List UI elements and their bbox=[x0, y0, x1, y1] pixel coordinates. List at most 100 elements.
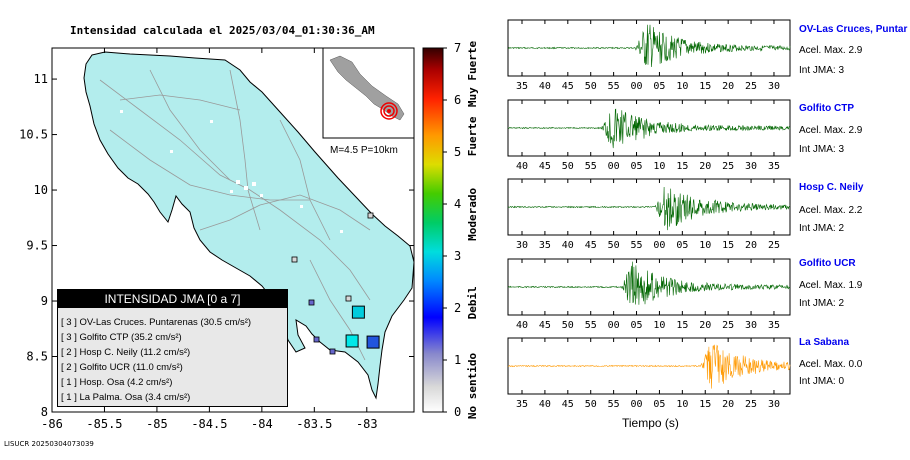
station-acel: Acel. Max. 0.0 bbox=[799, 359, 863, 370]
time-tick-label: 05 bbox=[653, 399, 665, 410]
time-tick-label: 00 bbox=[653, 240, 665, 251]
station-name[interactable]: Hosp C. Neily bbox=[799, 182, 864, 193]
x-tick-label: -85 bbox=[146, 417, 168, 431]
time-tick-label: 15 bbox=[676, 161, 688, 172]
station-name[interactable]: Golfito CTP bbox=[799, 103, 854, 114]
waveform-panels: 35 40 45 50 55 00 05 10 15 20 25 30 40 45 50 55 00 05 10 15… bbox=[507, 19, 791, 410]
colorbar-tick-label: 7 bbox=[454, 41, 461, 55]
map-title: Intensidad calculada el 2025/03/04_01:30… bbox=[70, 24, 375, 37]
y-tick-label: 9.5 bbox=[26, 239, 48, 253]
y-tick-label: 10.5 bbox=[19, 128, 48, 142]
y-tick-label: 8.5 bbox=[26, 350, 48, 364]
y-tick-label: 10 bbox=[34, 183, 48, 197]
station-marker-small bbox=[291, 256, 298, 263]
time-tick-label: 50 bbox=[608, 240, 620, 251]
colorbar-tick-label: 0 bbox=[454, 405, 461, 419]
colorbar-tick-label: 2 bbox=[454, 301, 461, 315]
time-tick-label: 05 bbox=[631, 161, 643, 172]
station-name[interactable]: Golfito UCR bbox=[799, 258, 856, 269]
legend-row: [ 3 ] OV-Las Cruces. Puntarenas (30.5 cm… bbox=[61, 317, 252, 328]
x-tick-label: -84 bbox=[251, 417, 273, 431]
legend-row: [ 2 ] Hosp C. Neily (11.2 cm/s²) bbox=[61, 347, 191, 358]
time-tick-label: 45 bbox=[539, 320, 551, 331]
colorbar-words: No sentido Debil Moderado Fuerte Muy Fuerte bbox=[466, 41, 479, 420]
time-tick-label: 00 bbox=[631, 81, 643, 92]
time-tick-label: 10 bbox=[676, 81, 688, 92]
waveform-trace bbox=[507, 344, 791, 389]
y-tick-label: 9 bbox=[41, 294, 48, 308]
waveform-trace bbox=[507, 261, 791, 305]
time-tick-label: 25 bbox=[768, 240, 780, 251]
waveform-panel: 35 40 45 50 55 00 05 10 15 20 25 30 bbox=[507, 337, 791, 410]
colorbar-word: Fuerte bbox=[466, 116, 479, 156]
station-layer bbox=[345, 305, 380, 349]
station-int: Int JMA: 3 bbox=[799, 65, 845, 76]
station-int: Int JMA: 2 bbox=[799, 223, 845, 234]
station-marker-small bbox=[367, 212, 374, 219]
time-tick-label: 40 bbox=[562, 240, 574, 251]
time-tick-label: 35 bbox=[768, 320, 780, 331]
time-tick-label: 05 bbox=[676, 240, 688, 251]
time-tick-label: 25 bbox=[745, 81, 757, 92]
waveform-trace bbox=[507, 186, 791, 231]
epicenter-icon bbox=[380, 102, 398, 120]
station-name[interactable]: OV-Las Cruces, Puntar bbox=[799, 24, 908, 35]
station-acel: Acel. Max. 2.2 bbox=[799, 205, 863, 216]
time-tick-label: 55 bbox=[585, 161, 597, 172]
time-tick-label: 50 bbox=[585, 81, 597, 92]
station-acel: Acel. Max. 2.9 bbox=[799, 125, 863, 136]
time-tick-label: 55 bbox=[608, 399, 620, 410]
time-tick-label: 15 bbox=[676, 320, 688, 331]
footer-id: LISUCR 20250304073039 bbox=[4, 440, 94, 448]
time-tick-label: 50 bbox=[562, 161, 574, 172]
colorbar-tick-label: 3 bbox=[454, 249, 461, 263]
station-int: Int JMA: 0 bbox=[799, 376, 845, 387]
station-int: Int JMA: 3 bbox=[799, 144, 845, 155]
time-tick-label: 30 bbox=[745, 161, 757, 172]
x-tick-label: -86 bbox=[41, 417, 63, 431]
station-marker bbox=[351, 305, 365, 319]
x-tick-label: -84.5 bbox=[191, 417, 227, 431]
waveform-panel: 30 35 40 45 50 55 00 05 10 15 20 25 bbox=[507, 178, 791, 251]
station-marker-small bbox=[308, 299, 315, 306]
inset-label: M=4.5 P=10km bbox=[330, 145, 398, 156]
time-tick-label: 20 bbox=[722, 81, 734, 92]
station-marker bbox=[366, 335, 380, 349]
road-network bbox=[99, 69, 371, 361]
time-tick-label: 10 bbox=[653, 161, 665, 172]
time-tick-label: 30 bbox=[745, 320, 757, 331]
time-tick-label: 15 bbox=[699, 399, 711, 410]
time-tick-label: 45 bbox=[562, 399, 574, 410]
legend-row: [ 1 ] La Palma. Osa (3.4 cm/s²) bbox=[61, 392, 191, 403]
colorbar-tick-label: 1 bbox=[454, 353, 461, 367]
costa-rica-landmass bbox=[83, 51, 415, 400]
time-tick-label: 45 bbox=[539, 161, 551, 172]
colorbar-tick-label: 5 bbox=[454, 145, 461, 159]
time-tick-label: 10 bbox=[676, 399, 688, 410]
time-tick-label: 35 bbox=[516, 399, 528, 410]
time-tick-label: 55 bbox=[585, 320, 597, 331]
y-tick-label: 8 bbox=[41, 405, 48, 419]
time-tick-label: 40 bbox=[516, 320, 528, 331]
waveform-panel: 40 45 50 55 00 05 10 15 20 25 30 35 bbox=[507, 258, 791, 331]
time-tick-label: 35 bbox=[539, 240, 551, 251]
station-name[interactable]: La Sabana bbox=[799, 337, 850, 348]
time-tick-label: 50 bbox=[562, 320, 574, 331]
time-tick-label: 20 bbox=[745, 240, 757, 251]
waveform-panel: 35 40 45 50 55 00 05 10 15 20 25 30 bbox=[507, 19, 791, 92]
time-tick-label: 55 bbox=[608, 81, 620, 92]
time-tick-label: 20 bbox=[699, 320, 711, 331]
colorbar-word: Moderado bbox=[466, 188, 479, 241]
time-tick-label: 15 bbox=[722, 240, 734, 251]
time-tick-label: 30 bbox=[516, 240, 528, 251]
time-tick-label: 35 bbox=[768, 161, 780, 172]
time-tick-label: 10 bbox=[653, 320, 665, 331]
time-tick-label: 25 bbox=[722, 161, 734, 172]
legend-title: INTENSIDAD JMA [0 a 7] bbox=[58, 290, 287, 308]
station-marker bbox=[345, 334, 359, 348]
time-tick-label: 40 bbox=[516, 161, 528, 172]
intensity-legend: INTENSIDAD JMA [0 a 7] [ 3 ] OV-Las Cruc… bbox=[57, 289, 288, 407]
time-tick-label: 35 bbox=[516, 81, 528, 92]
time-tick-label: 00 bbox=[608, 320, 620, 331]
colorbar-ticks: 0 1 2 3 4 5 6 7 bbox=[443, 41, 461, 419]
